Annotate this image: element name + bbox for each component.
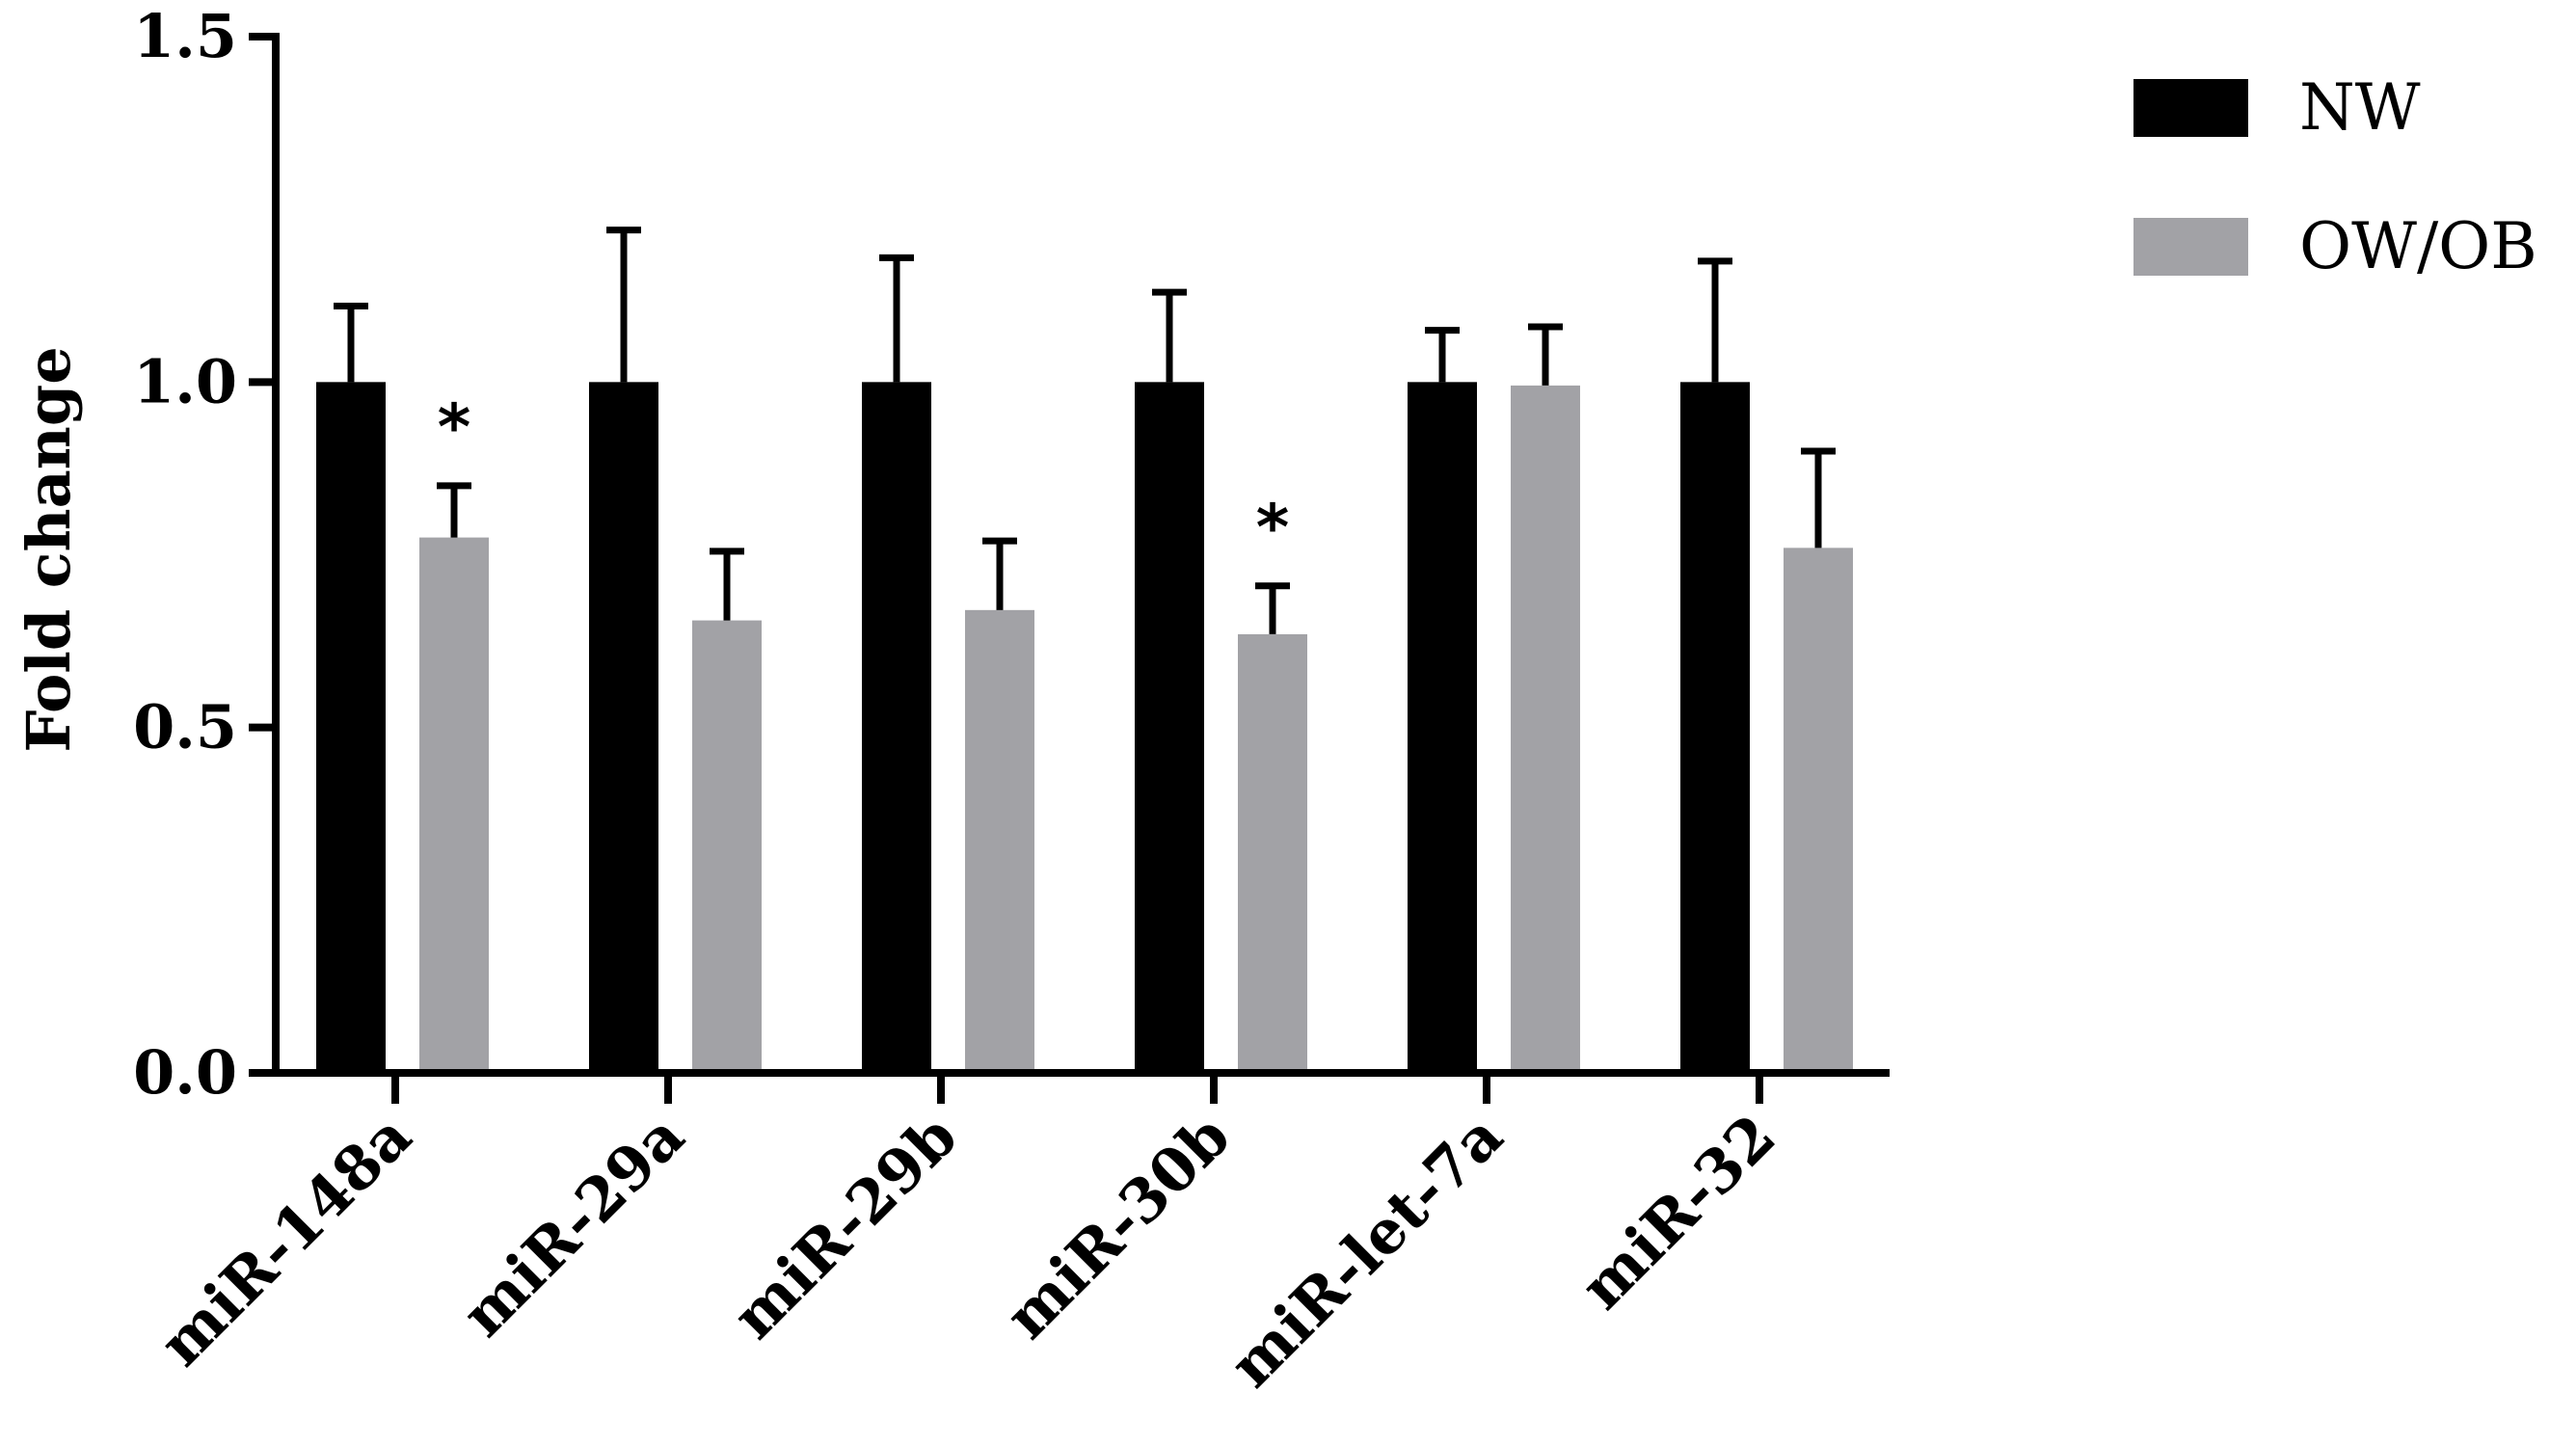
bar-ow-ob-mir-29b: [965, 609, 1034, 1073]
error-bars-layer: [334, 227, 1836, 634]
legend-label-ow-ob: OW/OB: [2299, 209, 2537, 283]
bar-ow-ob-mir-30b: [1238, 633, 1307, 1073]
bar-ow-ob-mir-let-7a: [1511, 385, 1580, 1074]
legend: NW OW/OB: [2133, 70, 2537, 283]
y-tick-label: 0.5: [133, 692, 237, 763]
legend-label-nw: NW: [2299, 70, 2421, 145]
bar-nw-mir-30b: [1135, 382, 1204, 1073]
bar-nw-mir-let-7a: [1408, 382, 1477, 1073]
bar-nw-mir-32: [1680, 382, 1750, 1073]
x-tick-label: miR-148a: [146, 1101, 424, 1379]
y-tick-label: 1.0: [133, 346, 237, 416]
bar-ow-ob-mir-29a: [692, 620, 762, 1073]
y-axis-title: Fold change: [13, 346, 84, 752]
bar-nw-mir-29b: [862, 382, 931, 1073]
legend-swatch-nw: [2133, 79, 2248, 137]
bar-ow-ob-mir-32: [1784, 548, 1853, 1073]
significance-asterisk: *: [438, 390, 471, 465]
bars-layer: [316, 382, 1853, 1074]
significance-layer: **: [438, 390, 1290, 565]
significance-asterisk: *: [1256, 491, 1290, 565]
y-ticks-layer: 0.0 0.5 1.0 1.5: [133, 1, 276, 1108]
axes-layer: [272, 33, 1890, 1077]
x-tick-label: miR-32: [1567, 1101, 1788, 1323]
bar-nw-mir-148a: [316, 382, 386, 1073]
y-tick-label: 1.5: [133, 1, 237, 71]
x-tick-label: miR-30b: [992, 1101, 1244, 1352]
bar-nw-mir-29a: [589, 382, 658, 1073]
legend-swatch-ow-ob: [2133, 218, 2248, 276]
x-tick-label: miR-29b: [719, 1101, 971, 1352]
bar-ow-ob-mir-148a: [419, 537, 489, 1073]
y-tick-label: 0.0: [133, 1037, 237, 1108]
x-tick-label: miR-let-7a: [1216, 1101, 1516, 1401]
x-tick-label: miR-29a: [448, 1101, 698, 1351]
